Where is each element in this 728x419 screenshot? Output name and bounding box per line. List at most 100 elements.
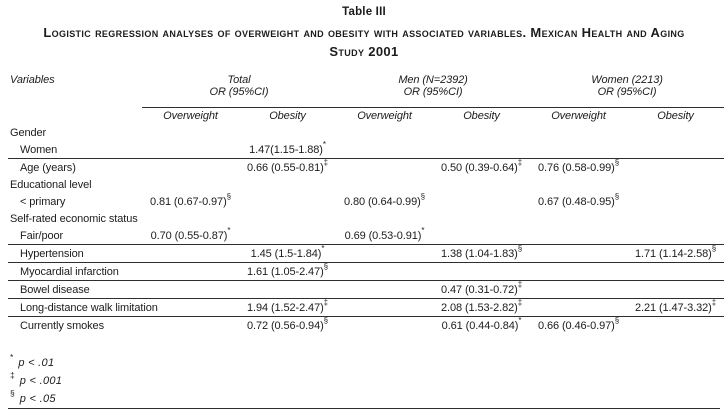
or-value: 1.47(1.15-1.88) (249, 143, 323, 156)
or-value: 1.45 (1.5-1.84) (250, 247, 322, 260)
table-row: Bowel disease 0.47 (0.31-0.72)‡ (8, 280, 725, 299)
or-value-cell: 0.67 (0.48-0.95)§ (530, 192, 627, 210)
or-value-cell (530, 280, 628, 299)
table-row: Gender (8, 124, 724, 141)
column-header-men-obesity: Obesity (463, 110, 500, 122)
or-value: 0.67 (0.48-0.95) (538, 195, 615, 208)
or-value-cell (142, 317, 239, 342)
or-value-cell (239, 193, 336, 210)
or-value-cell (239, 176, 336, 193)
or-value-cell (336, 210, 433, 227)
or-value-cell (627, 176, 724, 193)
or-value-cell (142, 124, 239, 141)
variables-header: Variables (10, 74, 55, 86)
table-row: Educational level (8, 176, 724, 193)
or-value: 1.94 (1.52-2.47) (246, 301, 324, 314)
significance-marker: * (518, 316, 522, 326)
footnote-text: p < .01 (18, 357, 55, 369)
significance-marker: § (614, 316, 620, 326)
or-value-cell: 0.70 (0.55-0.87)* (142, 226, 239, 245)
table-label: Table III (342, 6, 386, 18)
or-value-cell (336, 298, 434, 317)
or-value-cell (627, 141, 725, 159)
variable-label: Hypertension (8, 244, 142, 263)
or-value-cell: 0.50 (0.39-0.64)‡ (433, 158, 530, 177)
variable-label: Myocardial infarction (8, 262, 142, 281)
significance-marker: § (226, 191, 232, 201)
or-value-cell (336, 176, 433, 193)
significance-marker: § (517, 243, 523, 253)
or-value-cell (530, 227, 628, 245)
or-value-cell (627, 159, 724, 177)
or-value-cell (336, 159, 433, 177)
significance-marker: * (421, 225, 425, 235)
footnote: § p < .05 (10, 389, 728, 411)
or-value-cell (433, 141, 531, 159)
or-value-cell (239, 210, 336, 227)
column-header-women-overweight: Overweight (551, 110, 606, 122)
or-value-cell (627, 193, 724, 210)
or-value-cell (433, 262, 531, 281)
variable-label: Long-distance walk limitation (8, 298, 158, 317)
significance-marker: * (321, 243, 325, 253)
footnotes: * p < .01 ‡ p < .001 § p < .05 (10, 353, 728, 411)
significance-marker: ‡ (323, 157, 329, 167)
column-header-total-overweight: Overweight (163, 110, 218, 122)
or-value-cell (142, 176, 239, 193)
footnote: * p < .01 (10, 353, 728, 375)
or-value-cell: 1.47(1.15-1.88)* (239, 140, 337, 159)
or-value-cell (627, 227, 725, 245)
column-header-women-obesity: Obesity (657, 110, 694, 122)
table-row: Fair/poor 0.70 (0.55-0.87)* 0.69 (0.53-0.9… (8, 225, 725, 245)
or-value-cell: 0.47 (0.31-0.72)‡ (433, 280, 531, 299)
or-value-cell (239, 227, 337, 245)
or-value: 1.38 (1.04-1.83) (441, 247, 518, 260)
or-value: 2.08 (1.53-2.82) (441, 301, 518, 314)
or-value: 0.61 (0.44-0.84) (441, 320, 519, 332)
footnote-text: p < .001 (19, 375, 63, 387)
or-value-cell (142, 298, 239, 317)
or-value-cell (433, 124, 530, 141)
table-row: Currently smokes 0.72 (0.56-0.94)§ 0.61 (0… (8, 317, 724, 342)
footnote-marker: ‡ (10, 370, 15, 381)
significance-marker: § (323, 261, 329, 271)
or-value-cell (627, 262, 725, 281)
or-value-cell (530, 298, 628, 317)
variable-label: < primary (20, 195, 66, 208)
or-value-cell: 0.66 (0.55-0.81)‡ (239, 157, 336, 177)
or-value: 0.81 (0.67-0.97) (149, 195, 227, 208)
variable-label: Age (years) (20, 161, 76, 174)
or-ci-header-total: OR (95%CI) (142, 86, 337, 108)
or-value-cell (627, 317, 724, 342)
group-header-total: Total (227, 74, 251, 86)
or-value: 0.66 (0.55-0.81) (246, 161, 324, 174)
table-title-line2: Study 2001 (329, 44, 399, 59)
or-ci-header-women: OR (95%CI) (530, 86, 725, 108)
bottom-rule (8, 408, 720, 409)
significance-marker: ‡ (517, 297, 523, 307)
or-value-cell (433, 193, 530, 210)
or-value-cell: 1.61 (1.05-2.47)§ (239, 261, 337, 281)
or-value: 0.66 (0.46-0.97) (538, 320, 615, 332)
table-row: < primary 0.81 (0.67-0.97)§ 0.80 (0.64-0.9… (8, 191, 724, 210)
variable-label: Bowel disease (8, 280, 142, 299)
or-value: 2.21 (1.47-3.32) (635, 301, 712, 314)
regression-table: Variables Total Men (N=2392) Women (2213… (8, 69, 725, 342)
or-value-cell: 2.08 (1.53-2.82)‡ (433, 297, 531, 317)
or-value-cell (530, 124, 627, 141)
or-value-cell (142, 244, 239, 263)
or-value-cell (627, 210, 724, 227)
or-value: 0.47 (0.31-0.72) (441, 283, 518, 296)
header-spacer (8, 86, 142, 108)
or-value-cell (142, 159, 239, 177)
significance-marker: ‡ (711, 297, 717, 307)
significance-marker: § (420, 191, 426, 201)
table-body: Gender Women 1.47(1.15-1.88)* Age (years) 0.… (8, 124, 725, 342)
or-value-cell: 1.38 (1.04-1.83)§ (433, 243, 531, 263)
table-header: Variables Total Men (N=2392) Women (2213… (8, 69, 725, 124)
or-value-cell (239, 124, 336, 141)
or-value-cell (336, 244, 434, 263)
or-value-cell (530, 176, 627, 193)
table-caption: Table III Logistic regression analyses o… (0, 0, 728, 61)
